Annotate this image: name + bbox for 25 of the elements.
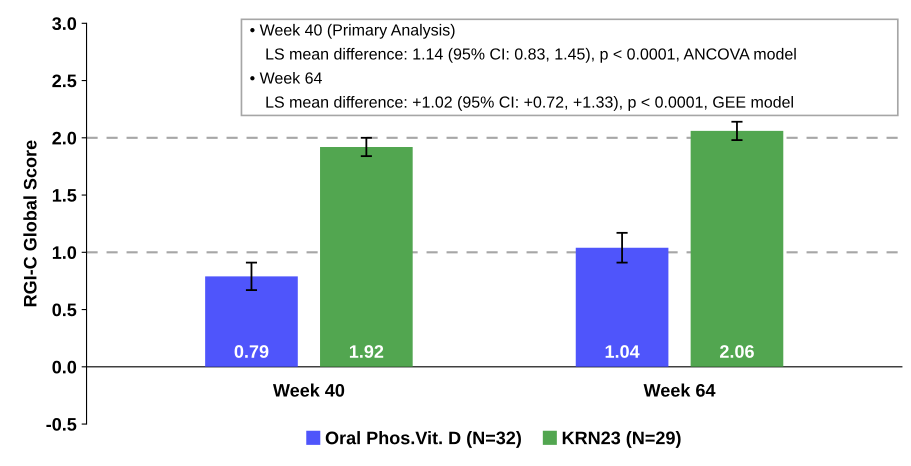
x-tick-label: Week 40 (272, 383, 344, 397)
y-tick-label: 0.5 (52, 303, 76, 316)
x-tick-label: Week 64 (644, 383, 716, 397)
data-label: 2.06 (720, 345, 754, 358)
data-label: 1.92 (350, 345, 384, 358)
legend-label: KRN23 (N=29) (562, 431, 681, 448)
bar (690, 130, 784, 367)
annotation: LS mean difference: +1.02 (95% CI: +0.72, +1.33), p < 0.0001, GEE model (266, 96, 793, 111)
annotation: • Week 40 (Primary Analysis) (250, 24, 455, 39)
y-tick-label: -0.5 (46, 418, 76, 431)
y-tick-label: 1.0 (52, 246, 76, 260)
bar (576, 248, 668, 367)
y-tick-label: 1.5 (52, 189, 76, 202)
annotation: LS mean difference: 1.14 (95% CI: 0.83, 1.45), p < 0.0001, ANCOVA model (266, 48, 796, 63)
legend-label: Oral Phos.Vit. D (N=32) (326, 431, 521, 448)
y-tick-label: 0.0 (52, 360, 76, 374)
data-label: 0.79 (234, 345, 268, 358)
y-axis-title: RGI-C Global Score (23, 140, 37, 306)
bar (205, 276, 298, 367)
annotation: • Week 64 (250, 72, 322, 84)
y-tick-label: 2.0 (52, 132, 76, 145)
bar (320, 146, 413, 367)
y-tick-label: 3.0 (52, 17, 76, 30)
y-tick-label: 2.5 (52, 74, 76, 88)
data-label: 1.04 (606, 345, 640, 358)
